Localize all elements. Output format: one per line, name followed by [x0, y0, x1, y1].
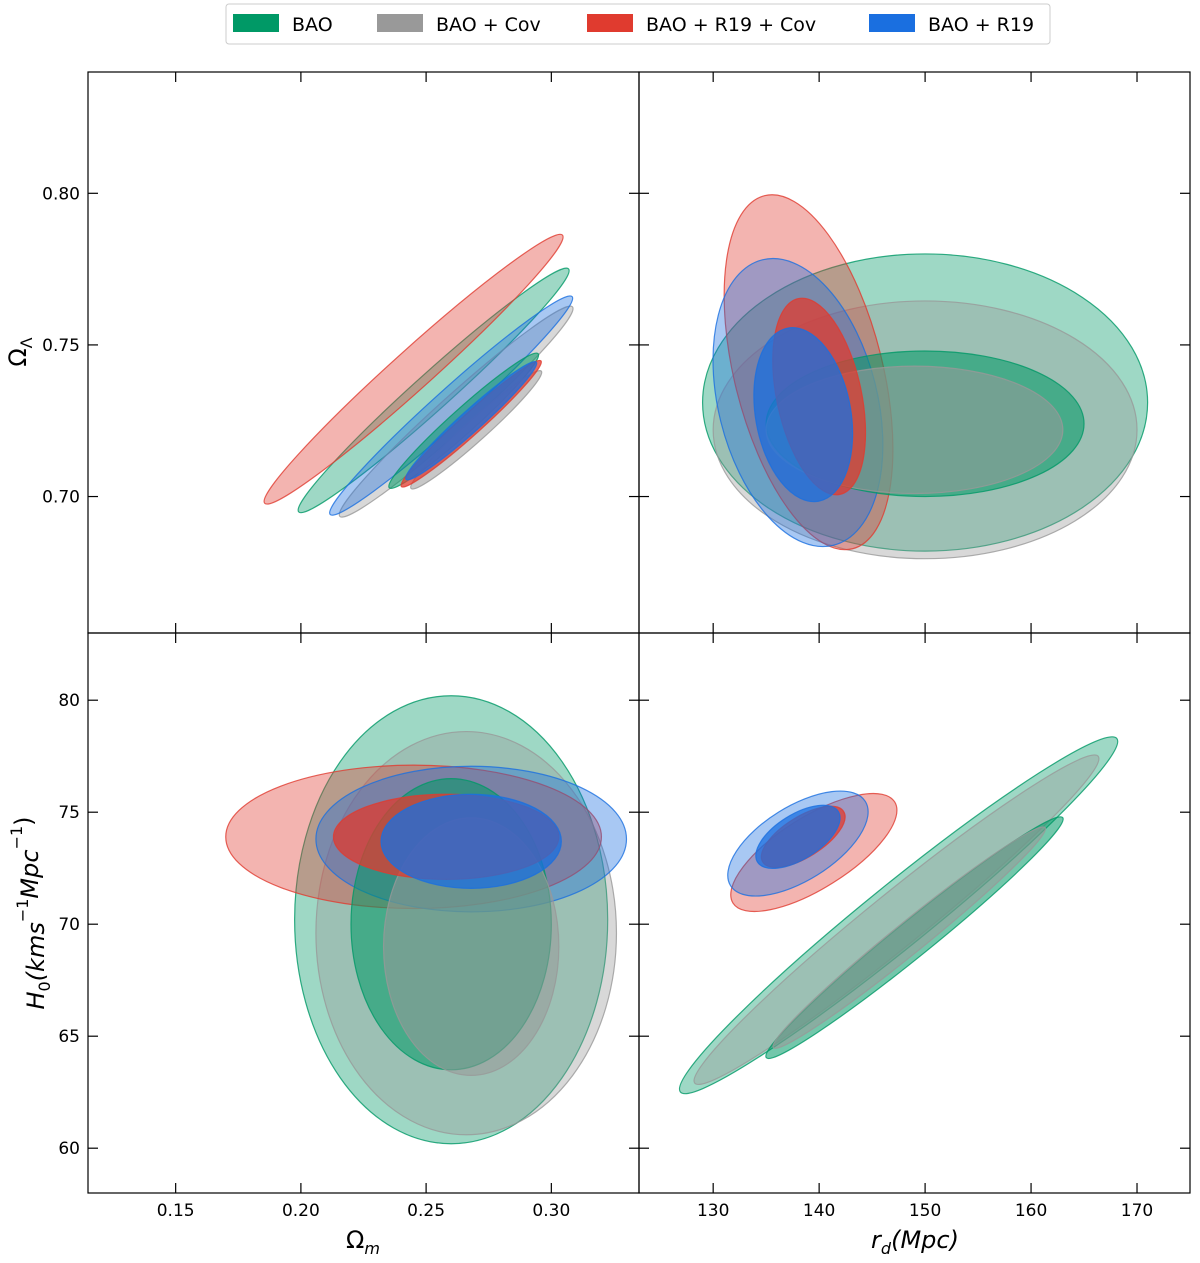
ylabel-h0: H0(kms−1Mpc−1)	[7, 816, 54, 1009]
y-tick-label: 0.80	[42, 184, 80, 204]
contour-r19-1sigma	[405, 360, 538, 481]
legend-label-bao-r19-cov: BAO + R19 + Cov	[646, 14, 816, 36]
y-tick-label: 65	[58, 1027, 80, 1047]
legend-swatch-bao-r19	[869, 14, 915, 32]
xlabel-omega-m: Ωm	[346, 1226, 380, 1258]
y-tick-label: 75	[58, 803, 80, 823]
contour-r19-1sigma	[755, 804, 841, 870]
legend-swatch-bao	[233, 14, 279, 32]
panel-frame	[638, 632, 1191, 1194]
x-tick-label: 0.15	[157, 1201, 195, 1221]
legend-frame	[225, 3, 1051, 45]
panel-omega-lambda-vs-rd	[638, 71, 1191, 634]
contour-r19cov-2sigma	[263, 233, 564, 505]
contour-bao-2sigma	[297, 267, 570, 514]
y-tick-label: 60	[58, 1139, 80, 1159]
x-tick-label: 0.20	[282, 1201, 320, 1221]
contour-r19-1sigma	[753, 327, 854, 503]
x-tick-label: 0.25	[407, 1201, 445, 1221]
contour-cov-2sigma	[693, 754, 1100, 1086]
x-tick-label: 0.30	[532, 1201, 570, 1221]
legend-label-bao-r19: BAO + R19	[928, 14, 1034, 36]
panel-h0-vs-omega-m: 0.15 0.20 0.25 0.30 60 65 70 75 80	[58, 632, 640, 1221]
y-tick-label: 0.75	[42, 336, 80, 356]
panel-omega-lambda-vs-omega-m: 0.70 0.75 0.80	[42, 71, 640, 634]
legend-swatch-bao-cov	[377, 14, 423, 32]
y-tick-label: 70	[58, 915, 80, 935]
legend-label-bao-cov: BAO + Cov	[436, 14, 541, 36]
ylabel-omega-lambda: ΩΛ	[4, 337, 36, 366]
y-tick-label: 0.70	[42, 488, 80, 508]
xlabel-rd: rd(Mpc)	[871, 1226, 959, 1258]
x-tick-label: 160	[1015, 1201, 1047, 1221]
panel-h0-vs-rd: 130 140 150 160 170	[638, 632, 1191, 1221]
x-tick-label: 130	[697, 1201, 729, 1221]
x-tick-label: 140	[803, 1201, 835, 1221]
panel-frame	[87, 71, 640, 634]
contour-r19-1sigma	[380, 793, 562, 889]
x-tick-label: 170	[1121, 1201, 1153, 1221]
legend-label-bao: BAO	[292, 14, 333, 36]
legend-swatch-bao-r19-cov	[587, 14, 633, 32]
y-tick-label: 80	[58, 691, 80, 711]
contour-cov-1sigma	[772, 826, 1047, 1049]
legend: BAO BAO + Cov BAO + R19 + Cov BAO + R19	[225, 3, 1051, 45]
x-tick-label: 150	[909, 1201, 941, 1221]
